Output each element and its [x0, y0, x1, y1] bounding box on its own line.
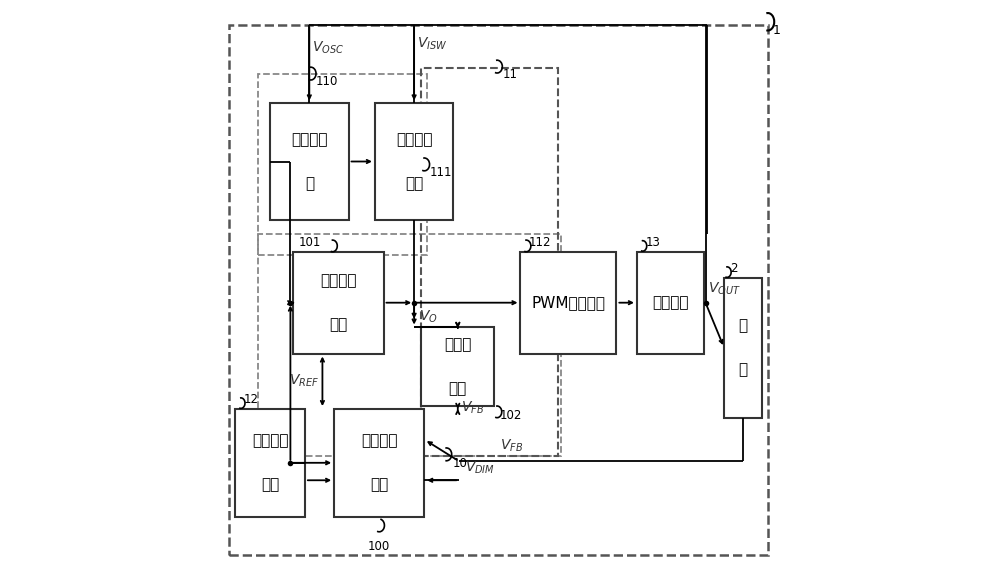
Text: PWM比较电路: PWM比较电路 — [531, 295, 605, 310]
Text: $V_{OUT}$: $V_{OUT}$ — [708, 280, 741, 297]
Bar — [270, 104, 349, 220]
Text: 101: 101 — [299, 236, 322, 249]
Text: 12: 12 — [244, 393, 259, 406]
Text: 10: 10 — [452, 457, 467, 470]
Text: 载: 载 — [739, 362, 748, 377]
Bar — [258, 234, 561, 456]
Text: 11: 11 — [503, 68, 518, 81]
Text: 1: 1 — [772, 23, 780, 36]
Text: 110: 110 — [315, 75, 338, 88]
Text: 电路: 电路 — [405, 176, 423, 191]
Bar — [421, 328, 494, 406]
Text: 负: 负 — [739, 318, 748, 333]
Text: 100: 100 — [368, 540, 390, 553]
Bar — [421, 68, 558, 456]
Text: 电路: 电路 — [261, 477, 279, 492]
Bar — [724, 278, 762, 418]
Text: 驱动电路: 驱动电路 — [652, 295, 689, 310]
Text: 参考电源: 参考电源 — [252, 433, 288, 449]
Bar — [258, 74, 427, 254]
Text: $V_{FB}$: $V_{FB}$ — [500, 438, 523, 455]
Text: 电路: 电路 — [329, 317, 348, 332]
Text: 低通滤: 低通滤 — [444, 338, 471, 352]
Text: 2: 2 — [730, 262, 737, 275]
Text: 电路: 电路 — [370, 477, 388, 492]
Bar — [235, 409, 305, 517]
Text: 波器: 波器 — [449, 381, 467, 396]
Text: 调光控制: 调光控制 — [320, 273, 357, 288]
Bar — [520, 252, 616, 354]
Text: 振荡器电: 振荡器电 — [291, 132, 328, 147]
Bar — [293, 252, 384, 354]
Text: 111: 111 — [430, 166, 453, 179]
Text: 13: 13 — [646, 236, 660, 249]
Text: 102: 102 — [500, 409, 522, 422]
Text: $V_O$: $V_O$ — [419, 308, 438, 325]
Text: $V_{FB}$: $V_{FB}$ — [461, 400, 484, 416]
Text: 112: 112 — [529, 236, 552, 249]
Text: 路: 路 — [305, 176, 314, 191]
Text: 斜坡补偿: 斜坡补偿 — [396, 132, 432, 147]
Text: $V_{OSC}$: $V_{OSC}$ — [312, 39, 344, 56]
Bar — [334, 409, 424, 517]
Bar — [375, 104, 453, 220]
Text: $V_{REF}$: $V_{REF}$ — [289, 373, 320, 390]
Text: $V_{DIM}$: $V_{DIM}$ — [465, 459, 495, 476]
Text: $V_{ISW}$: $V_{ISW}$ — [417, 35, 448, 51]
Bar — [637, 252, 704, 354]
Text: 电压选择: 电压选择 — [361, 433, 397, 449]
